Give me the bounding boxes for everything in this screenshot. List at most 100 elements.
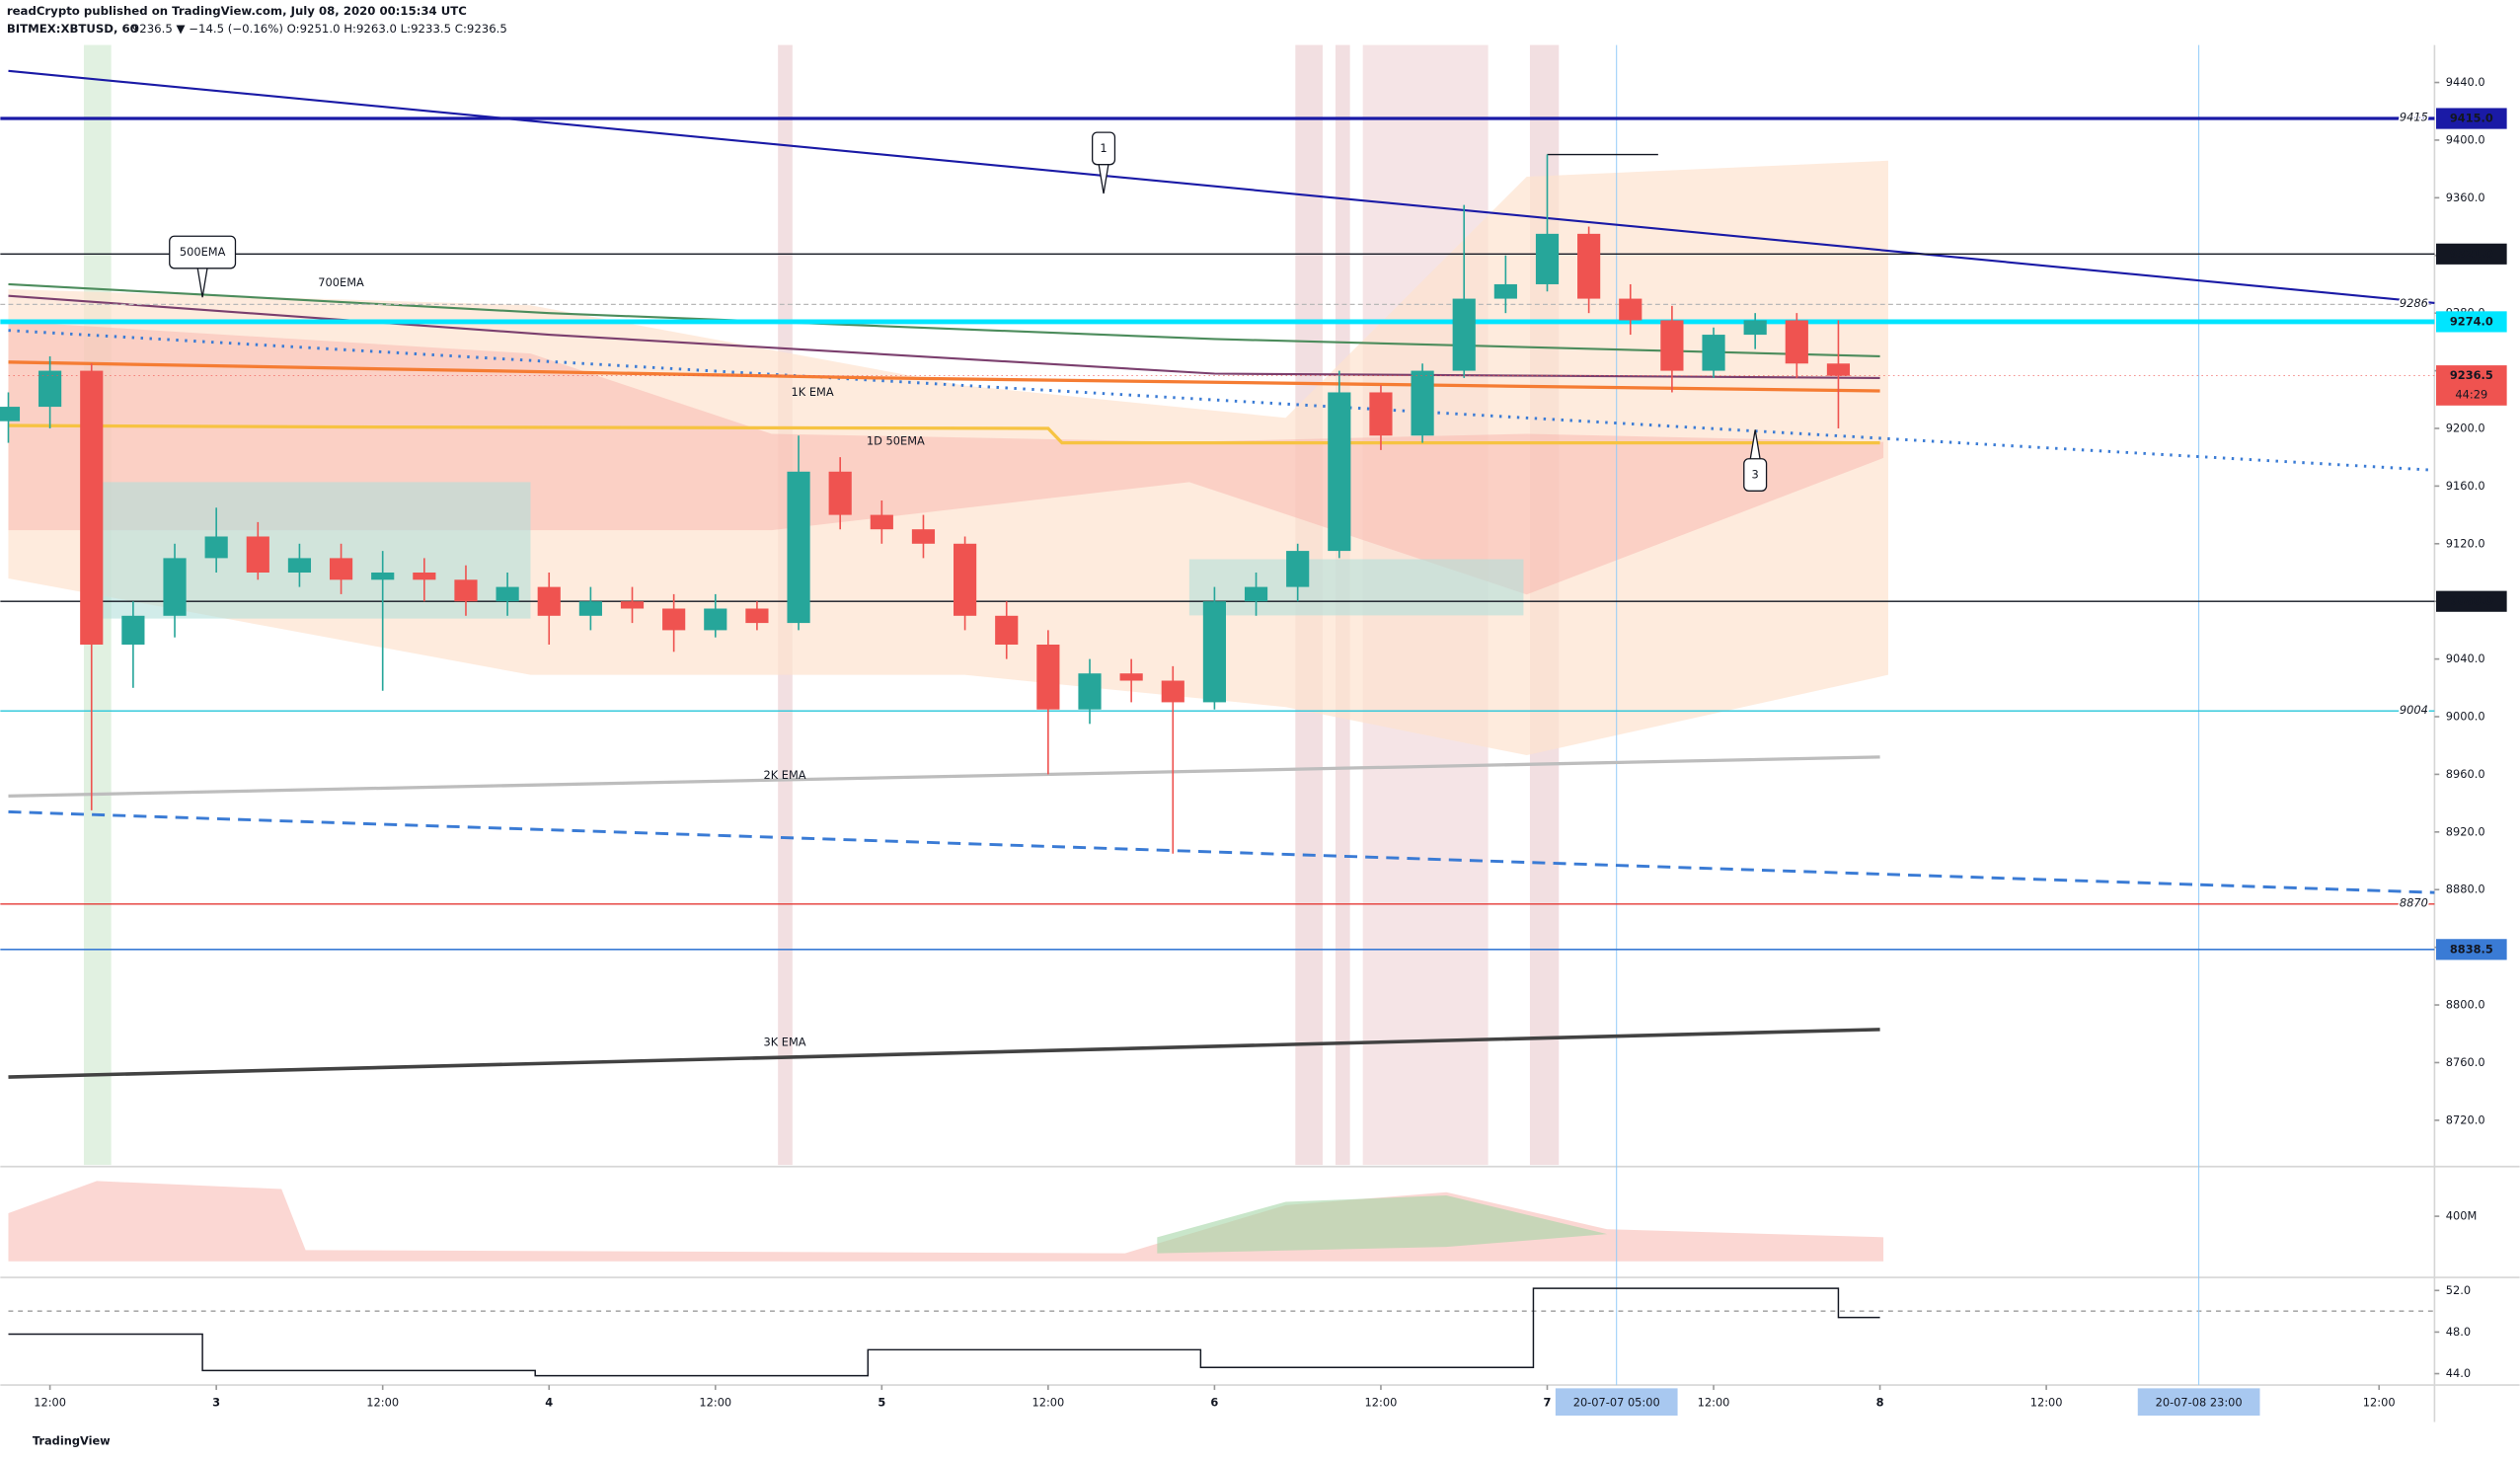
candle-body — [1369, 392, 1393, 436]
callout-box — [1743, 458, 1768, 492]
crosshair-tag-label: 20-07-07 05:00 — [1573, 1396, 1660, 1410]
line-label: 2K EMA — [763, 768, 805, 782]
price-tag — [2436, 939, 2507, 960]
candle-body — [1411, 370, 1434, 436]
candle-body — [287, 558, 312, 573]
y-tick-label: 8920.0 — [2446, 824, 2485, 838]
x-tick-label: 12:00 — [2030, 1396, 2063, 1410]
price-tag — [2436, 108, 2507, 129]
header-symbol: BITMEX:XBTUSD, 60 — [7, 22, 138, 36]
candle-body — [578, 601, 602, 616]
candle-body — [496, 586, 519, 602]
candle-body — [1493, 283, 1517, 299]
candle-body — [745, 608, 769, 624]
candle-body — [1202, 601, 1226, 703]
y-tick-label: 9120.0 — [2446, 536, 2485, 550]
countdown-label: 44:29 — [2455, 388, 2487, 402]
candle-body — [620, 601, 645, 609]
candle-body — [1078, 673, 1102, 710]
candle-body — [1785, 320, 1808, 364]
x-tick-label: 8 — [1876, 1396, 1884, 1410]
price-tag — [2436, 590, 2507, 612]
candle-body — [454, 579, 478, 602]
y-tick-label: 9200.0 — [2446, 421, 2485, 434]
y-tick-label: 52.0 — [2446, 1283, 2471, 1297]
price-tag-label: 9080.0 — [2450, 594, 2493, 608]
header-quote: 9236.5 ▼ −14.5 (−0.16%) O:9251.0 H:9263.… — [132, 22, 507, 36]
x-tick-label: 4 — [545, 1396, 553, 1410]
candle-body — [1161, 680, 1184, 703]
line-label: 3K EMA — [763, 1035, 805, 1048]
ema-line — [8, 282, 1880, 358]
level-label: 8870 — [2400, 896, 2428, 910]
y-tick-label: 9160.0 — [2446, 479, 2485, 493]
x-tick-label: 12:00 — [1698, 1396, 1730, 1410]
candle-body — [413, 572, 436, 580]
ema-line — [8, 755, 1880, 798]
candle-body — [1535, 233, 1560, 284]
ema-line — [8, 1028, 1880, 1079]
candle-body — [246, 536, 269, 573]
candle-body — [787, 471, 810, 624]
y-tick-label: 400M — [2446, 1209, 2478, 1223]
callout-pointer — [1098, 164, 1109, 194]
y-tick-label: 8720.0 — [2446, 1113, 2485, 1126]
candle-body — [0, 407, 21, 422]
candle-body — [1286, 551, 1310, 587]
y-tick-label: 9400.0 — [2446, 132, 2485, 146]
candle-body — [1826, 363, 1851, 376]
callout-label: 500EMA — [180, 245, 226, 259]
y-tick-label: 8880.0 — [2446, 883, 2485, 896]
candle-body — [1743, 320, 1767, 336]
indicator-line — [8, 1287, 1880, 1377]
candle-body — [204, 536, 228, 559]
candle-body — [1036, 645, 1060, 710]
x-tick-label: 12:00 — [1031, 1396, 1064, 1410]
candle-body — [911, 529, 936, 544]
price-tag — [2436, 243, 2507, 265]
candle-body — [121, 615, 145, 646]
x-tick-label: 7 — [1544, 1396, 1552, 1410]
level-label: 9004 — [2400, 703, 2428, 717]
x-tick-label: 6 — [1210, 1396, 1218, 1410]
crosshair-tag — [1555, 1388, 1678, 1417]
x-tick-label: 3 — [212, 1396, 220, 1410]
candle-body — [371, 572, 395, 580]
candle-body — [1660, 320, 1684, 371]
candle-body — [80, 370, 104, 646]
line-label: 1D 50EMA — [867, 433, 925, 447]
x-tick-label: 12:00 — [366, 1396, 399, 1410]
y-tick-label: 44.0 — [2446, 1366, 2471, 1380]
candle-body — [1577, 233, 1601, 299]
volume-cloud — [1157, 1195, 1608, 1254]
callout-box — [169, 235, 237, 269]
ema-line — [8, 360, 1880, 393]
callout-pointer — [196, 268, 208, 298]
candle-body — [1328, 392, 1351, 552]
y-tick-label: 8760.0 — [2446, 1055, 2485, 1069]
y-tick-label: 9360.0 — [2446, 191, 2485, 204]
callout-pointer — [1749, 429, 1761, 459]
candle-body — [995, 615, 1019, 646]
x-tick-label: 12:00 — [1365, 1396, 1398, 1410]
candle-body — [704, 608, 727, 631]
price-tag-label: 9321.0 — [2450, 247, 2493, 261]
crosshair-tag — [2137, 1388, 2260, 1417]
trend-line — [8, 809, 2435, 894]
price-tag — [2436, 311, 2507, 333]
y-tick-label: 9040.0 — [2446, 652, 2485, 665]
x-tick-label: 12:00 — [699, 1396, 731, 1410]
level-label: 9286 — [2400, 296, 2428, 310]
cloud — [97, 482, 1524, 619]
y-tick-label: 8800.0 — [2446, 998, 2485, 1012]
callout-box — [1092, 131, 1116, 166]
line-label: 700EMA — [318, 275, 364, 289]
trend-line — [8, 329, 2435, 472]
y-tick-label: 9000.0 — [2446, 710, 2485, 724]
price-tag-label: 8838.5 — [2450, 942, 2493, 956]
line-label: 1K EMA — [792, 385, 834, 399]
candle-body — [954, 543, 977, 616]
trend-line — [8, 69, 2435, 304]
candle-body — [1119, 673, 1143, 681]
candle-body — [870, 514, 893, 530]
